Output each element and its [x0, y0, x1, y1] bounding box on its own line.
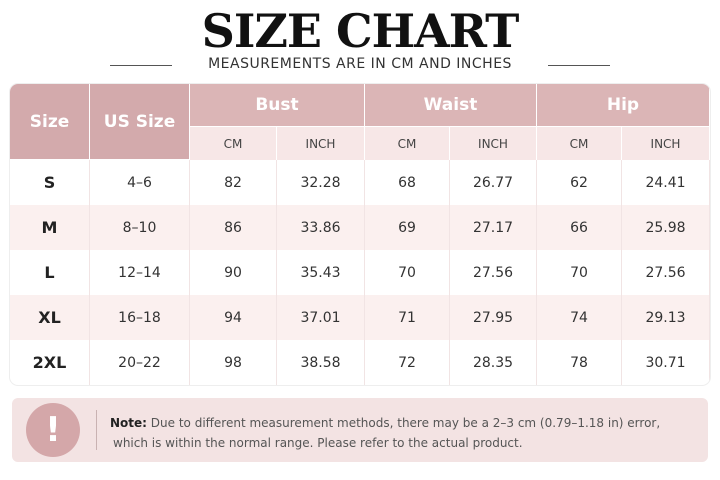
alert-icon: ! — [26, 403, 80, 457]
table-cell: 32.28 — [277, 160, 365, 205]
rule — [110, 65, 172, 66]
table-cell: 38.58 — [277, 340, 365, 385]
table-cell: 62 — [537, 160, 622, 205]
title: SIZE CHART — [201, 4, 520, 58]
group-header: Waist — [365, 84, 537, 127]
table-cell: 69 — [365, 205, 450, 250]
note-box: ! Note: Due to different measurement met… — [12, 398, 708, 462]
table-cell: 16–18 — [90, 295, 190, 340]
table-cell: 8–10 — [90, 205, 190, 250]
column-header: Size — [10, 84, 90, 160]
table-cell: 68 — [365, 160, 450, 205]
table-cell: 28.35 — [450, 340, 537, 385]
unit-header: CM — [190, 127, 277, 160]
table-cell: 20–22 — [90, 340, 190, 385]
table-cell: 27.56 — [622, 250, 710, 295]
size-table: Size US Size Bust Waist Hip CM INCH CM INCH CM INC… — [10, 84, 710, 385]
group-header: Bust — [190, 84, 365, 127]
table-cell: 94 — [190, 295, 277, 340]
note-line: Due to different measurement methods, th… — [150, 416, 661, 430]
table-cell: 27.56 — [450, 250, 537, 295]
column-header: US Size — [90, 84, 190, 160]
subtitle: MEASUREMENTS ARE IN CM AND INCHES — [208, 56, 512, 72]
unit-header: INCH — [622, 127, 710, 160]
table-cell: 29.13 — [622, 295, 710, 340]
table-cell: 74 — [537, 295, 622, 340]
table-cell: 33.86 — [277, 205, 365, 250]
table-cell: 82 — [190, 160, 277, 205]
table-cell: 4–6 — [90, 160, 190, 205]
unit-header: INCH — [450, 127, 537, 160]
table-cell: 27.17 — [450, 205, 537, 250]
table-cell: 78 — [537, 340, 622, 385]
size-cell: L — [10, 250, 90, 295]
table-cell: 86 — [190, 205, 277, 250]
table-cell: 26.77 — [450, 160, 537, 205]
table-cell: 70 — [365, 250, 450, 295]
divider — [96, 410, 97, 450]
table-cell: 37.01 — [277, 295, 365, 340]
note-line: which is within the normal range. Please… — [113, 436, 523, 450]
table-cell: 24.41 — [622, 160, 710, 205]
table-cell: 25.98 — [622, 205, 710, 250]
table-cell: 35.43 — [277, 250, 365, 295]
table-cell: 66 — [537, 205, 622, 250]
rule — [548, 65, 610, 66]
unit-header: CM — [365, 127, 450, 160]
table-cell: 30.71 — [622, 340, 710, 385]
group-header: Hip — [537, 84, 710, 127]
size-cell: M — [10, 205, 90, 250]
table-cell: 27.95 — [450, 295, 537, 340]
table-cell: 72 — [365, 340, 450, 385]
unit-header: INCH — [277, 127, 365, 160]
table-cell: 98 — [190, 340, 277, 385]
size-cell: 2XL — [10, 340, 90, 385]
table-cell: 12–14 — [90, 250, 190, 295]
size-cell: XL — [10, 295, 90, 340]
note-label: Note: — [110, 416, 147, 430]
unit-header: CM — [537, 127, 622, 160]
table-cell: 70 — [537, 250, 622, 295]
table-cell: 71 — [365, 295, 450, 340]
size-cell: S — [10, 160, 90, 205]
note-text: Note: Due to different measurement metho… — [110, 413, 660, 453]
table-cell: 90 — [190, 250, 277, 295]
